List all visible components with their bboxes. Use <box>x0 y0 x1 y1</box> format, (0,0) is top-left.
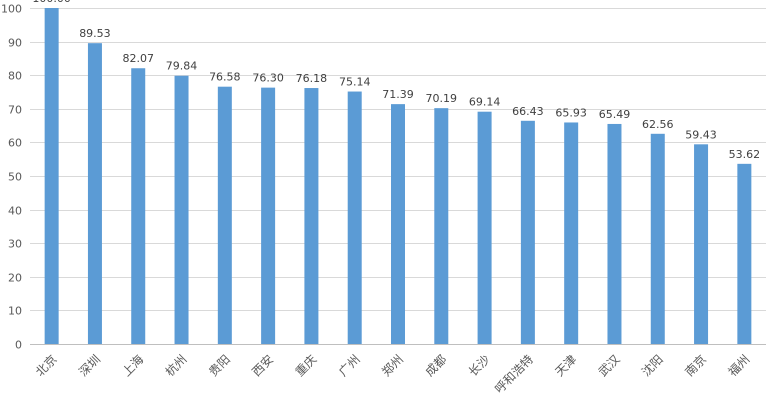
category-label: 沈阳 <box>638 352 666 380</box>
category-label: 重庆 <box>293 352 320 379</box>
data-label: 53.62 <box>729 148 761 161</box>
data-label: 65.49 <box>599 108 631 121</box>
data-label: 71.39 <box>382 88 414 101</box>
category-label: 成都 <box>423 352 450 379</box>
category-label: 广州 <box>336 352 363 379</box>
y-tick-label: 0 <box>15 339 22 352</box>
category-label: 南京 <box>682 352 710 380</box>
data-label: 76.58 <box>209 71 241 84</box>
category-label: 上海 <box>119 352 147 380</box>
bar-0 <box>44 8 59 344</box>
bar-5 <box>261 87 276 344</box>
category-label: 贵阳 <box>206 352 233 379</box>
bar-6 <box>304 88 319 344</box>
data-label: 76.18 <box>296 72 328 85</box>
data-label: 62.56 <box>642 118 674 131</box>
data-label: 69.14 <box>469 96 501 109</box>
y-tick-label: 30 <box>8 238 22 251</box>
y-tick-label: 50 <box>8 171 22 184</box>
bar-10 <box>477 111 492 344</box>
y-tick-label: 100 <box>1 3 22 16</box>
bar-2 <box>131 68 146 344</box>
y-tick-label: 80 <box>8 70 22 83</box>
category-label: 深圳 <box>76 352 103 379</box>
bar-1 <box>87 43 102 344</box>
data-label: 79.84 <box>166 60 198 73</box>
category-label: 武汉 <box>596 352 623 379</box>
category-label: 长沙 <box>466 352 493 379</box>
y-tick-label: 60 <box>8 137 22 150</box>
bar-13 <box>607 123 622 344</box>
bar-7 <box>347 91 362 344</box>
category-label: 呼和浩特 <box>491 352 536 397</box>
bar-3 <box>174 75 189 344</box>
category-label: 北京 <box>33 352 60 379</box>
data-labels: 100.00 89.53 82.07 79.84 76.58 76.30 76.18 75.1… <box>32 0 760 161</box>
bar-12 <box>564 122 579 345</box>
category-label: 福州 <box>725 352 753 380</box>
bar-8 <box>391 104 405 344</box>
data-label: 82.07 <box>122 52 154 65</box>
data-label: 65.93 <box>555 106 587 119</box>
bars <box>44 8 752 345</box>
y-axis-ticks: 0 10 20 30 40 50 60 70 80 90 100 <box>1 3 22 352</box>
data-label: 89.53 <box>79 27 111 40</box>
data-label: 75.14 <box>339 76 371 89</box>
data-label: 59.43 <box>685 128 717 141</box>
bar-4 <box>217 86 232 345</box>
bar-14 <box>650 133 665 344</box>
category-label: 杭州 <box>162 352 190 380</box>
data-label: 100.00 <box>32 0 71 5</box>
bar-9 <box>434 108 449 345</box>
bar-11 <box>520 120 535 344</box>
data-label: 70.19 <box>426 92 458 105</box>
bar-16 <box>737 163 752 344</box>
y-tick-label: 10 <box>8 305 22 318</box>
category-label: 天津 <box>552 352 579 379</box>
category-label: 西安 <box>249 352 277 380</box>
data-label: 66.43 <box>512 105 544 118</box>
y-tick-label: 20 <box>8 272 22 285</box>
category-label: 郑州 <box>379 352 407 380</box>
data-label: 76.30 <box>252 72 284 85</box>
bar-15 <box>694 144 709 344</box>
y-tick-label: 70 <box>8 104 22 117</box>
y-tick-label: 40 <box>8 205 22 218</box>
x-axis-categories: 北京 深圳 上海 杭州 贵阳 西安 重庆 广州 郑州 成都 长沙 呼和浩特 天津 武汉 沈阳 南京 福州 <box>33 352 753 397</box>
y-tick-label: 90 <box>8 37 22 50</box>
